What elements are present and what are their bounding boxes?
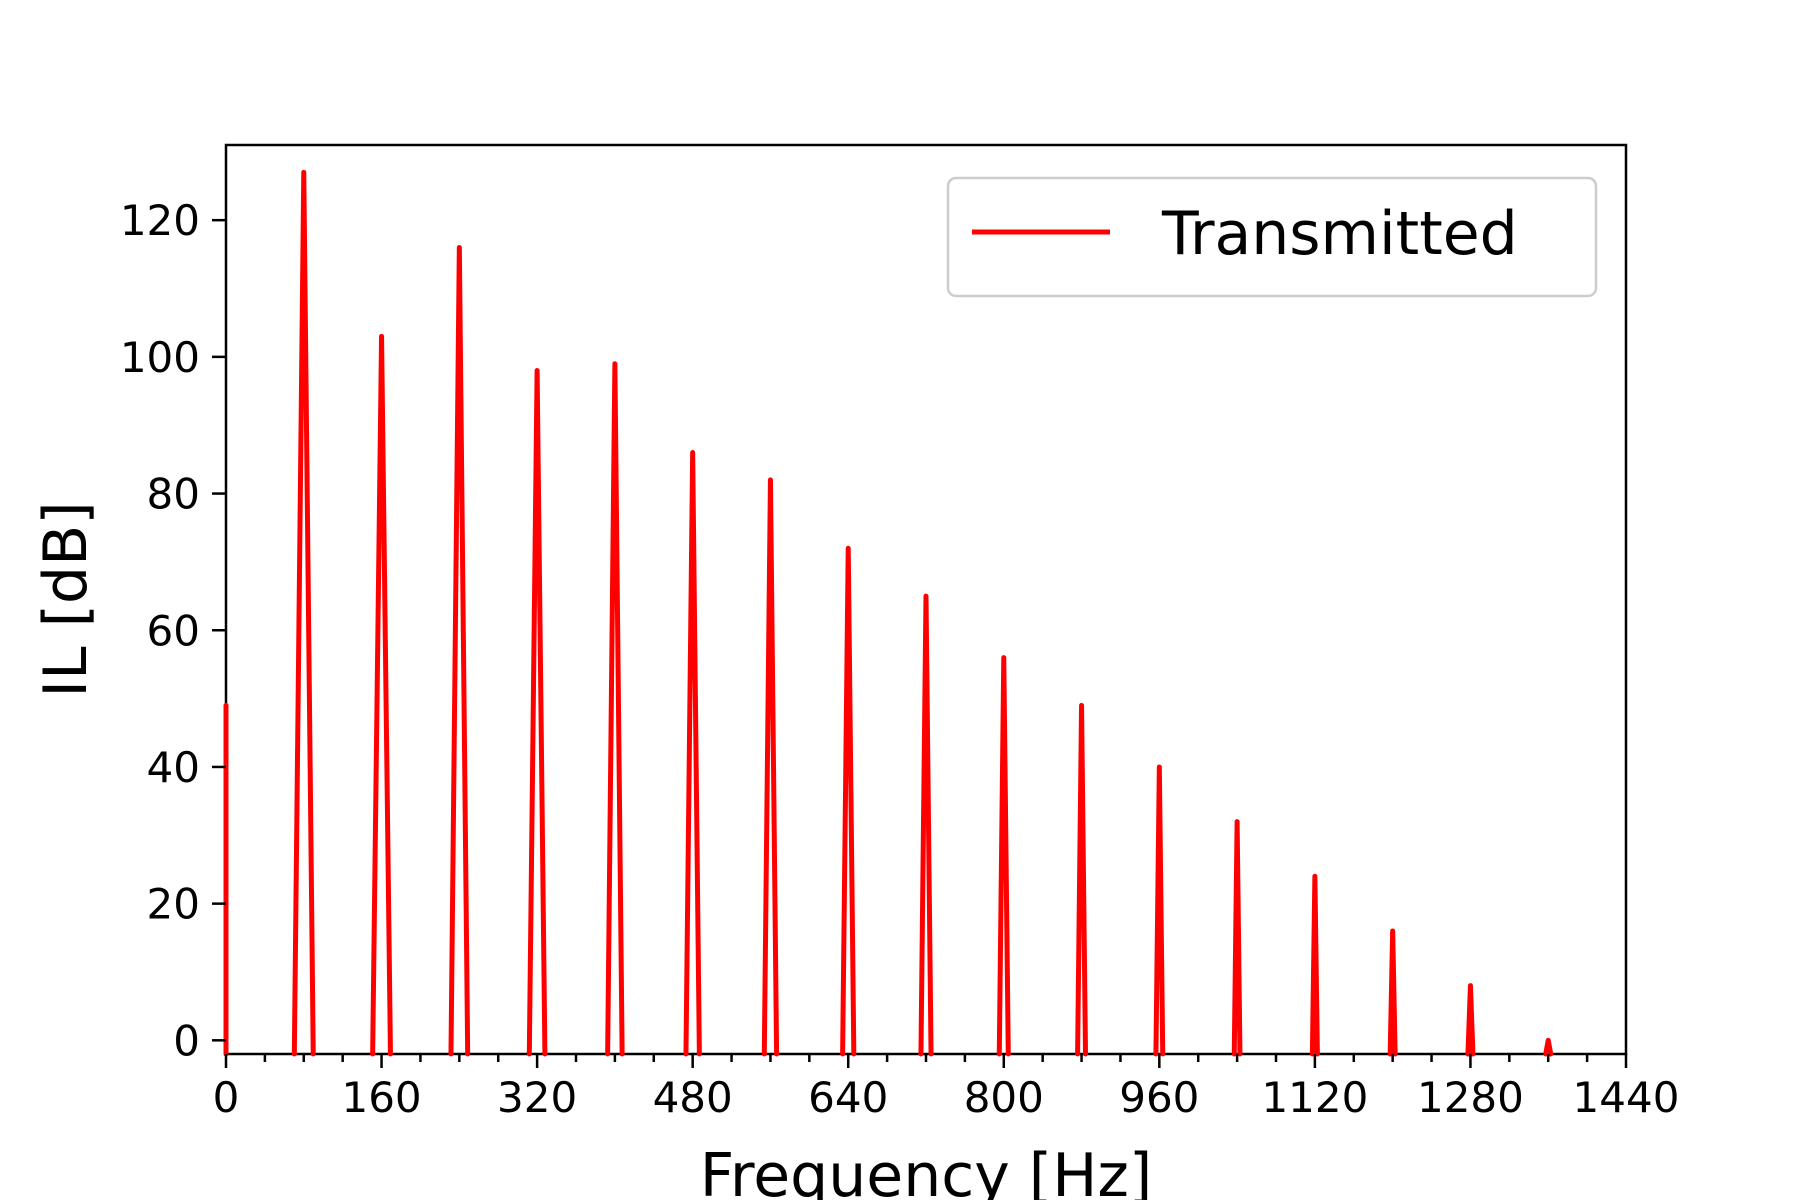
series-peak <box>683 450 702 1057</box>
series-peak <box>370 333 393 1057</box>
x-axis-title: Frequency [Hz] <box>700 1141 1152 1200</box>
series-peak <box>1309 873 1320 1057</box>
y-tick-label: 0 <box>173 1016 200 1065</box>
legend-box <box>946 176 1598 298</box>
y-tick-label: 60 <box>147 606 200 655</box>
x-tick-label: 0 <box>213 1073 240 1122</box>
series-peak <box>1153 764 1166 1057</box>
x-tick-label: 800 <box>964 1073 1044 1122</box>
series-peak <box>761 477 780 1057</box>
y-tick-label: 120 <box>120 196 200 245</box>
x-tick-label: 640 <box>808 1073 888 1122</box>
legend-label-transmitted: Transmitted <box>1161 199 1518 269</box>
series-peak <box>1075 702 1089 1057</box>
x-tick-label: 1440 <box>1573 1073 1680 1122</box>
plot-area <box>223 143 1628 1057</box>
y-axis: 0 20 40 60 80 100 120 <box>120 196 226 1065</box>
series-peak <box>1387 928 1398 1057</box>
y-tick-label: 80 <box>147 470 200 519</box>
x-axis: 0 160 320 480 640 800 960 1120 1280 1440 <box>213 1054 1680 1122</box>
series-peak <box>291 169 316 1057</box>
x-tick-label: 320 <box>497 1073 577 1122</box>
series-peak <box>605 361 625 1057</box>
series-layer <box>223 169 1554 1057</box>
series-peak <box>1465 983 1476 1057</box>
y-tick-label: 100 <box>120 333 200 382</box>
series-peak <box>526 368 548 1057</box>
series-peak <box>1543 1037 1554 1057</box>
series-peak <box>1231 819 1243 1057</box>
x-tick-label: 1120 <box>1261 1073 1368 1122</box>
series-peak <box>840 545 857 1057</box>
y-tick-label: 40 <box>147 743 200 792</box>
legend: Transmitted <box>946 176 1598 298</box>
x-tick-label: 1280 <box>1417 1073 1524 1122</box>
y-tick-label: 20 <box>147 880 200 929</box>
series-peak <box>448 245 471 1057</box>
y-axis-title: IL [dB] <box>31 501 101 697</box>
x-tick-label: 960 <box>1119 1073 1199 1122</box>
series-peak <box>996 655 1011 1057</box>
series-peak <box>918 593 934 1057</box>
x-tick-label: 480 <box>653 1073 733 1122</box>
x-tick-label: 160 <box>341 1073 421 1122</box>
